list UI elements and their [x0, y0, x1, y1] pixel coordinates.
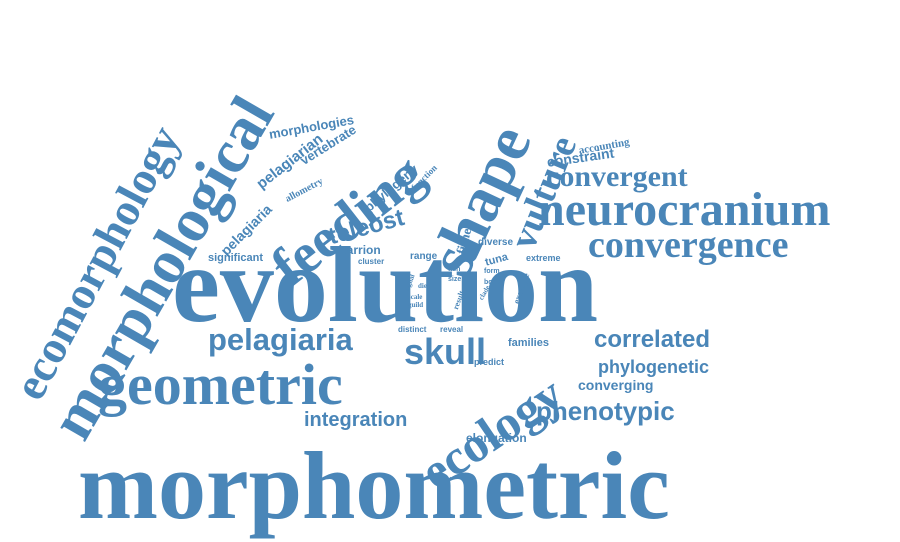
word-neurocranium: neurocranium: [538, 183, 831, 236]
word-convergent: convergent: [546, 160, 688, 193]
word-distinct: distinct: [398, 325, 427, 334]
word-converging: converging: [578, 377, 654, 393]
word-form: form: [484, 268, 500, 275]
word-evolution: evolution: [172, 226, 599, 345]
word-morphometric: morphometric: [78, 432, 670, 539]
word-allometry: allometry: [283, 175, 325, 205]
word-fish: fish: [448, 266, 461, 273]
word-carrion: carrion: [340, 243, 381, 257]
word-reveal: reveal: [440, 325, 464, 334]
word-geometric: geometric: [98, 352, 343, 417]
word-correlated: correlated: [594, 326, 711, 353]
word-cluster: cluster: [358, 257, 385, 266]
word-diet: diet: [418, 282, 430, 290]
word-phylogenetic: phylogenetic: [598, 357, 710, 377]
word-scale: scale: [408, 293, 423, 301]
word-extreme: extreme: [526, 253, 561, 263]
word-diverse: diverse: [478, 237, 514, 248]
word-skull: skull: [404, 331, 487, 372]
word-pelagiaria-large: pelagiaria: [208, 322, 353, 357]
word-integration: integration: [304, 409, 408, 431]
word-elongation: elongation: [466, 431, 527, 445]
word-range: range: [410, 251, 438, 262]
word-convergence: convergence: [588, 224, 789, 266]
word-body: body: [484, 279, 501, 286]
word-families: families: [508, 337, 549, 349]
word-phenotypic: phenotypic: [536, 396, 675, 426]
word-size: size: [448, 276, 462, 283]
word-predict: predict: [474, 357, 505, 367]
word-significant: significant: [208, 252, 264, 264]
word-guild: guild: [408, 301, 424, 309]
